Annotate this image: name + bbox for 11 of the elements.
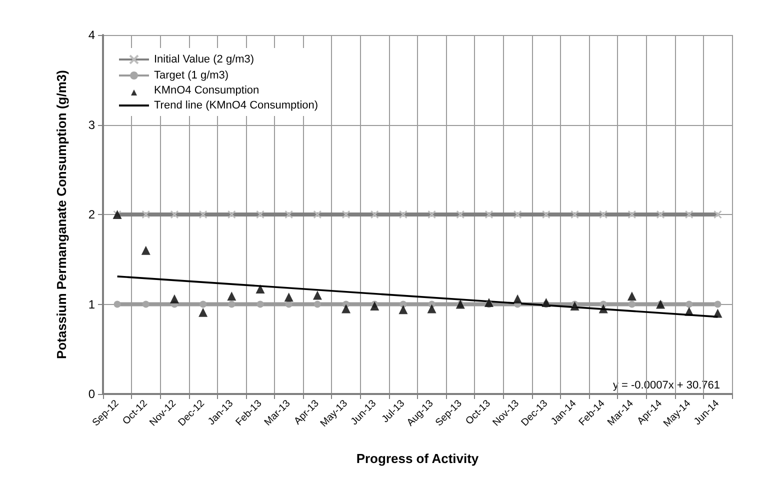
legend-label: KMnO4 Consumption <box>154 84 260 96</box>
x-axis-title: Progress of Activity <box>356 451 480 466</box>
y-tick-label: 0 <box>88 387 96 401</box>
legend-label: Trend line (KMnO4 Consumption) <box>154 100 318 112</box>
legend-label: Initial Value (2 g/m3) <box>154 54 254 66</box>
y-tick-label: 3 <box>88 118 96 132</box>
y-axis-title: Potassium Permanganate Consumption (g/m3) <box>54 70 69 359</box>
y-tick-label: 4 <box>88 28 96 42</box>
legend-label: Target (1 g/m3) <box>154 70 229 82</box>
y-tick-label: 2 <box>88 208 96 222</box>
y-tick-label: 1 <box>88 297 96 312</box>
